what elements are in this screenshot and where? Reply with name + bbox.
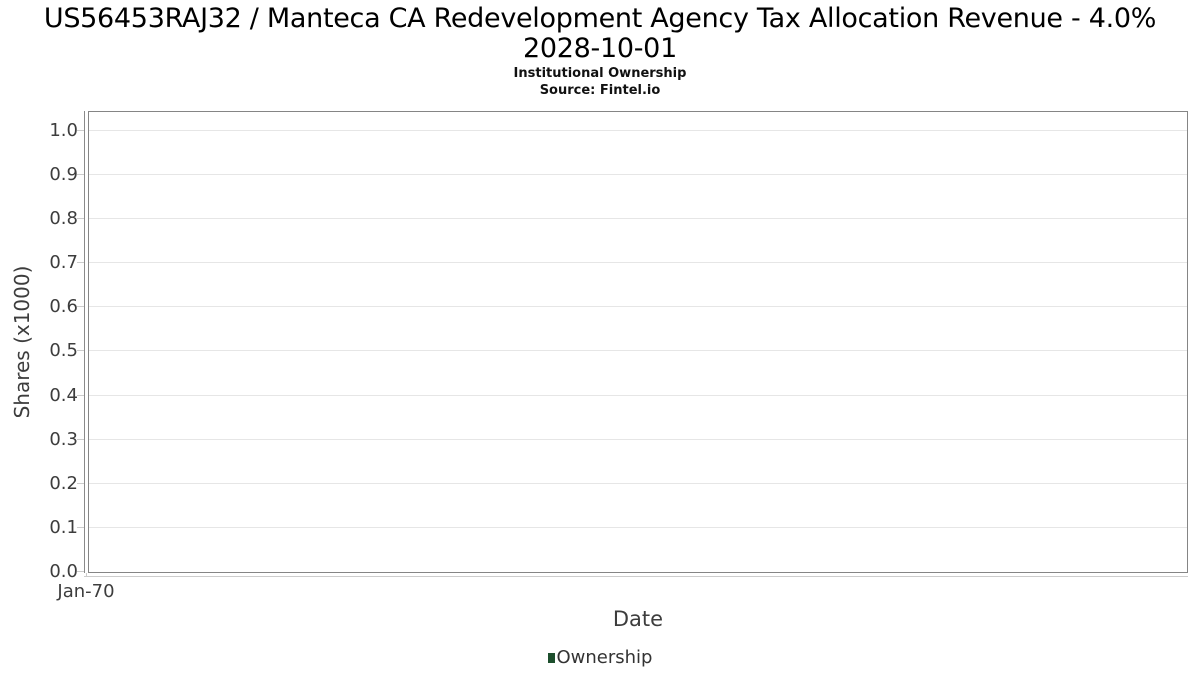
chart-title: US56453RAJ32 / Manteca CA Redevelopment … xyxy=(0,4,1200,64)
gridline xyxy=(89,174,1187,175)
y-tick-mark xyxy=(77,527,84,528)
x-axis-line xyxy=(84,576,1188,577)
gridline xyxy=(89,262,1187,263)
y-tick-label: 1.0 xyxy=(49,120,78,141)
y-tick-mark xyxy=(77,218,84,219)
gridline xyxy=(89,439,1187,440)
chart-title-line2: 2028-10-01 xyxy=(523,33,677,64)
plot-area xyxy=(88,111,1188,573)
chart-title-line1: US56453RAJ32 / Manteca CA Redevelopment … xyxy=(43,3,1157,34)
y-tick-mark xyxy=(77,395,84,396)
legend-marker-icon xyxy=(547,652,555,663)
y-tick-label: 0.2 xyxy=(49,473,78,494)
y-tick-mark xyxy=(77,439,84,440)
y-tick-mark xyxy=(77,483,84,484)
gridline xyxy=(89,483,1187,484)
y-tick-label: 0.8 xyxy=(49,208,78,229)
y-tick-label: 0.0 xyxy=(49,561,78,582)
gridline xyxy=(89,130,1187,131)
gridline xyxy=(89,527,1187,528)
y-tick-mark xyxy=(77,130,84,131)
chart-source-credit: Source: Fintel.io xyxy=(539,83,661,98)
chart-legend: Ownership xyxy=(0,647,1200,668)
legend-label: Ownership xyxy=(556,647,653,668)
y-tick-label: 0.5 xyxy=(49,340,78,361)
x-tick-label: Jan-70 xyxy=(57,581,115,602)
gridline xyxy=(89,306,1187,307)
chart-subtitle: Institutional Ownership xyxy=(513,66,687,81)
y-tick-label: 0.3 xyxy=(49,429,78,450)
x-axis-title: Date xyxy=(612,607,664,631)
y-tick-label: 0.6 xyxy=(49,296,78,317)
y-tick-mark xyxy=(77,174,84,175)
gridline xyxy=(89,395,1187,396)
y-axis-line xyxy=(84,111,85,573)
y-tick-mark xyxy=(77,306,84,307)
y-tick-mark xyxy=(77,262,84,263)
gridline xyxy=(89,350,1187,351)
legend-item-ownership[interactable]: Ownership xyxy=(547,647,653,668)
y-tick-mark xyxy=(77,571,84,572)
y-tick-label: 0.9 xyxy=(49,164,78,185)
y-tick-mark xyxy=(77,350,84,351)
y-tick-label: 0.7 xyxy=(49,252,78,273)
y-tick-label: 0.1 xyxy=(49,517,78,538)
gridline xyxy=(89,218,1187,219)
y-tick-label: 0.4 xyxy=(49,385,78,406)
x-axis-tick-mark xyxy=(86,573,87,577)
